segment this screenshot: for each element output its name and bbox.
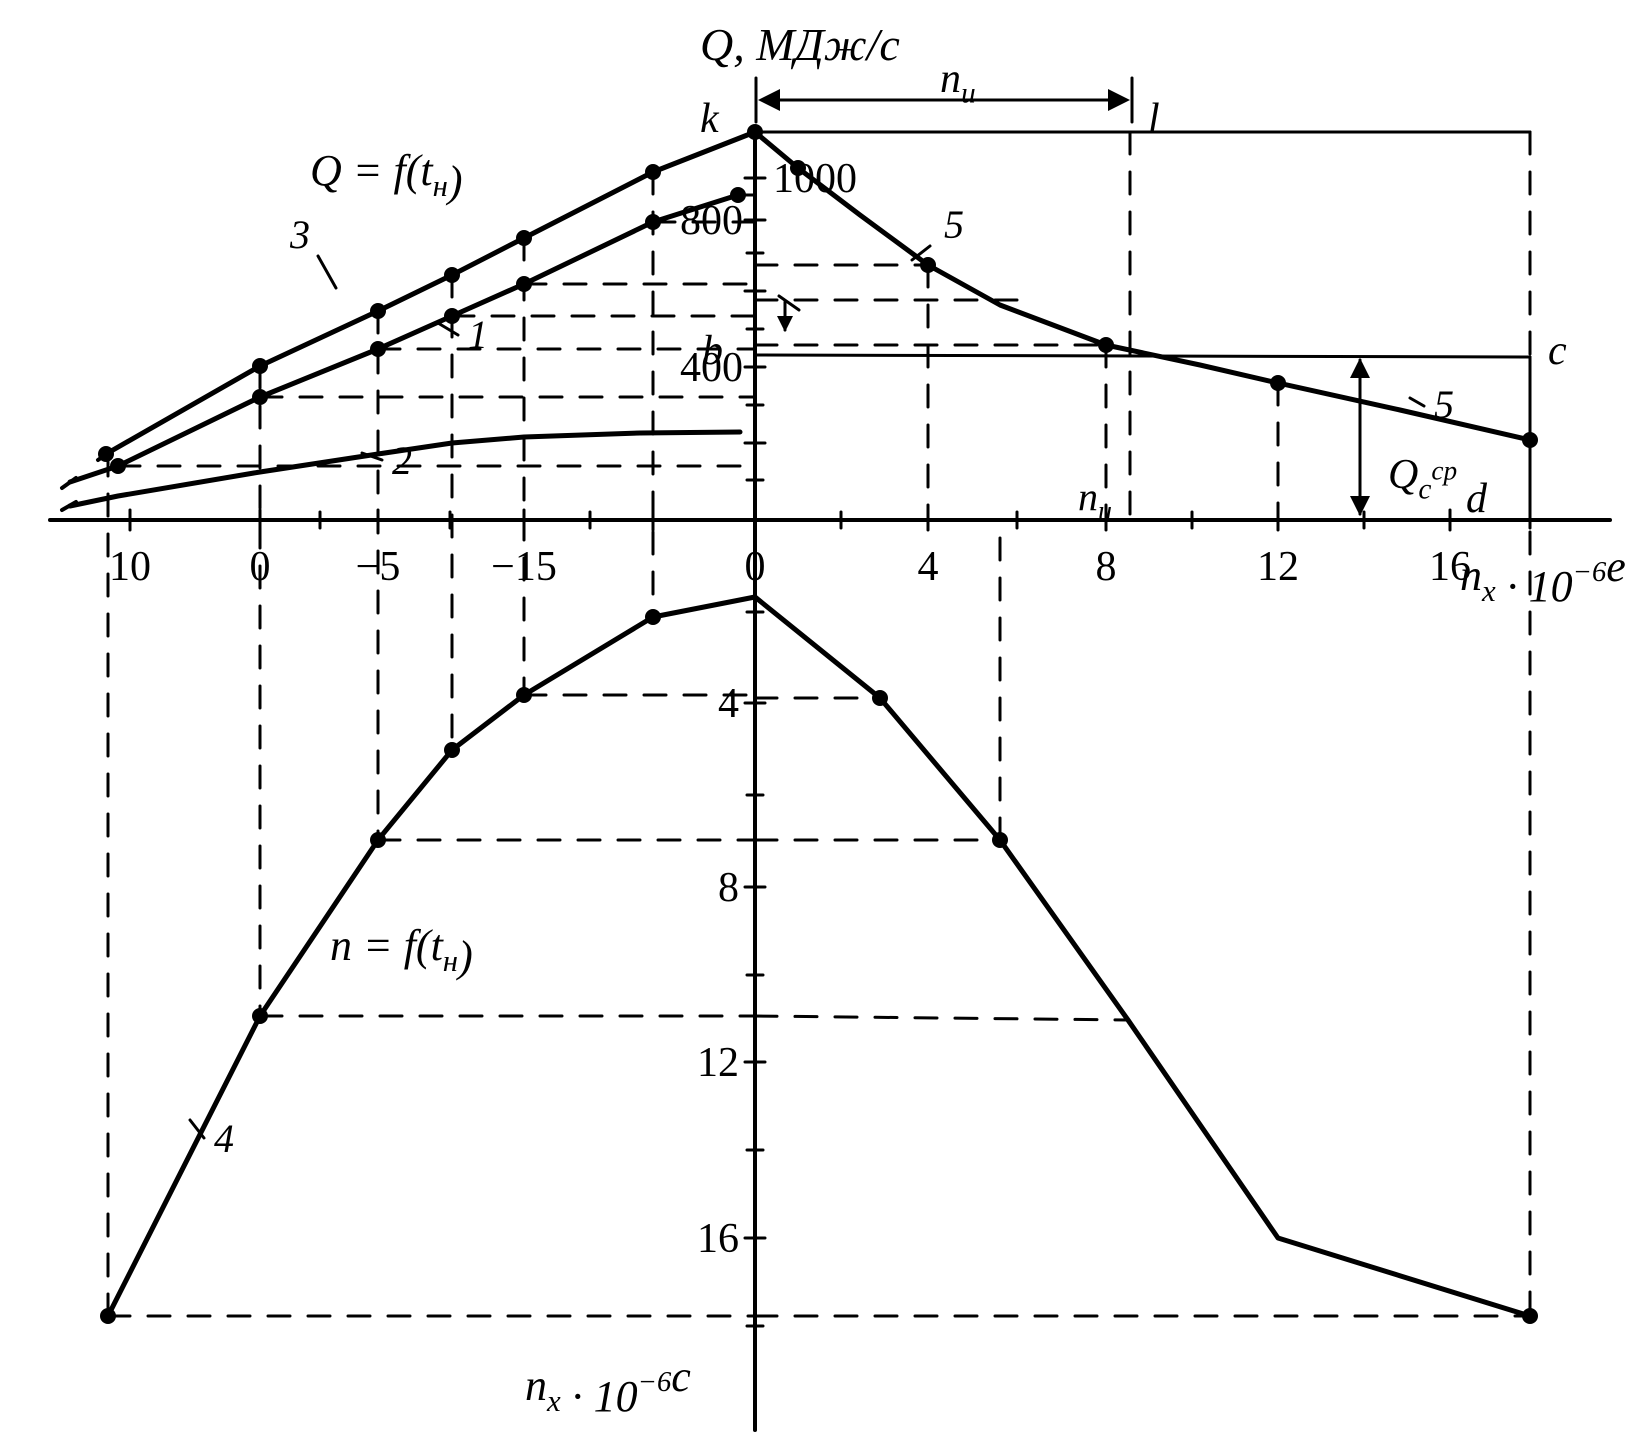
svg-text:n = f(tн): n = f(tн) bbox=[330, 921, 473, 981]
svg-text:b: b bbox=[702, 328, 723, 374]
svg-text:8: 8 bbox=[1096, 544, 1117, 590]
svg-text:k: k bbox=[700, 96, 720, 142]
svg-text:0: 0 bbox=[745, 544, 766, 590]
svg-text:4: 4 bbox=[918, 544, 939, 590]
svg-text:12: 12 bbox=[1257, 544, 1299, 590]
svg-text:3: 3 bbox=[289, 212, 310, 257]
svg-text:12: 12 bbox=[697, 1040, 739, 1086]
svg-text:4: 4 bbox=[718, 681, 739, 727]
svg-text:8: 8 bbox=[718, 865, 739, 911]
svg-text:5: 5 bbox=[944, 202, 964, 247]
svg-text:2: 2 bbox=[392, 438, 412, 483]
svg-text:Q, МДж/с: Q, МДж/с bbox=[700, 19, 900, 70]
svg-text:1: 1 bbox=[468, 312, 488, 357]
svg-text:nи: nи bbox=[940, 56, 976, 110]
svg-text:5: 5 bbox=[1434, 382, 1454, 427]
svg-text:nx · 10−6c: nx · 10−6c bbox=[525, 1352, 691, 1421]
chart-svg: 100−5−1504812164008001000481216nиQcсрQ, … bbox=[0, 0, 1634, 1439]
chart-container: 100−5−1504812164008001000481216nиQcсрQ, … bbox=[0, 0, 1634, 1439]
svg-text:4: 4 bbox=[214, 1116, 234, 1161]
svg-text:d: d bbox=[1466, 476, 1488, 522]
svg-text:10: 10 bbox=[109, 544, 151, 590]
svg-text:c: c bbox=[1548, 328, 1567, 374]
svg-text:Qcср: Qcср bbox=[1388, 452, 1457, 506]
svg-text:nx · 10−6e: nx · 10−6e bbox=[1460, 542, 1626, 611]
svg-text:16: 16 bbox=[697, 1216, 739, 1262]
svg-text:l: l bbox=[1148, 96, 1160, 142]
svg-text:Q = f(tн): Q = f(tн) bbox=[310, 146, 463, 206]
